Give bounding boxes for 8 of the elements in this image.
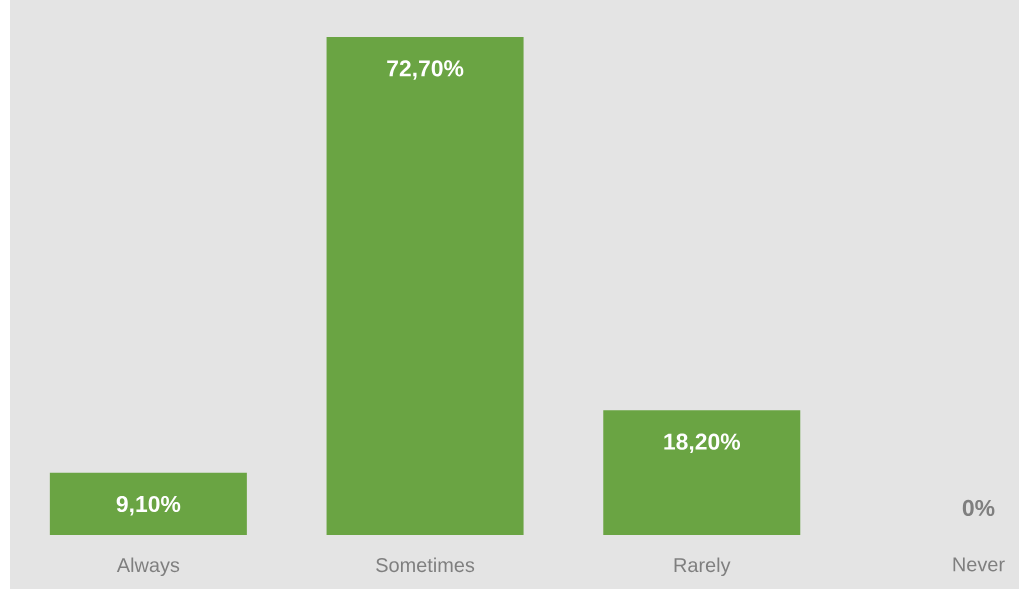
x-tick-label: Sometimes <box>376 557 475 573</box>
data-label: 18,20% <box>664 433 741 454</box>
data-label: 0% <box>962 499 995 517</box>
data-label: 9,10% <box>116 495 181 516</box>
x-tick-label: Rarely <box>674 557 731 577</box>
x-tick-label: Always <box>116 557 180 577</box>
data-label: 72,70% <box>387 60 464 80</box>
x-tick-label: Never <box>953 557 1005 572</box>
